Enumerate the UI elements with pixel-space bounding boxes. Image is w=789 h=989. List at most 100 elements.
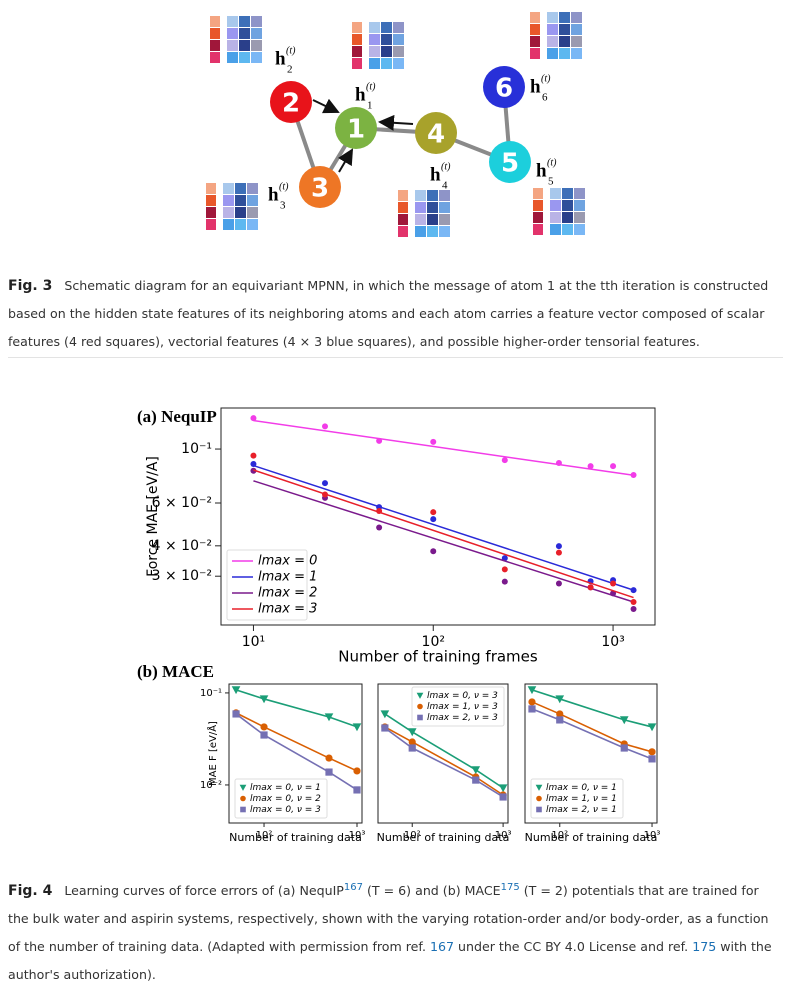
scalar-feature <box>530 12 540 23</box>
vector-feature <box>562 224 573 235</box>
vector-feature <box>550 200 561 211</box>
vector-feature <box>559 48 570 59</box>
data-point <box>555 543 562 550</box>
data-point <box>536 806 542 813</box>
feature-index: 1 <box>367 100 373 112</box>
arrow <box>378 114 414 131</box>
data-point <box>528 698 536 706</box>
data-point <box>407 728 417 737</box>
data-point <box>648 755 656 763</box>
separator <box>8 357 783 358</box>
y-axis-label: MAE F [eV/Å] <box>206 721 219 786</box>
series-line <box>531 689 653 728</box>
vector-feature <box>571 48 582 59</box>
atom-label: 4 <box>427 120 445 150</box>
scalar-feature <box>530 24 540 35</box>
fit-line <box>253 480 634 603</box>
scalar-feature <box>210 16 220 27</box>
vector-feature <box>574 212 585 223</box>
chart-title: (a) NequIP <box>137 407 217 426</box>
vector-feature <box>247 183 258 194</box>
x-tick-label: 10³ <box>495 830 512 841</box>
reference-link[interactable]: 175 <box>500 882 520 893</box>
data-point <box>535 784 543 791</box>
data-point <box>325 768 333 776</box>
x-tick-label: 10² <box>404 830 421 841</box>
figure-4-caption: Fig. 4 Learning curves of force errors of… <box>8 873 783 989</box>
data-point <box>647 723 657 732</box>
series-line <box>384 713 504 789</box>
vector-feature <box>393 46 404 57</box>
data-point <box>250 415 257 422</box>
scalar-feature <box>530 36 540 47</box>
atom-node <box>335 107 377 149</box>
vector-feature <box>235 207 246 218</box>
scalar-feature <box>533 224 543 235</box>
vector-feature <box>427 226 438 237</box>
series-line <box>235 712 358 772</box>
feature-index: 5 <box>548 176 554 188</box>
fit-line <box>253 464 634 591</box>
atom-node <box>415 112 457 154</box>
scalar-feature <box>352 22 362 33</box>
feature-iteration: (t) <box>547 157 557 168</box>
reference-link[interactable]: 175 <box>692 939 717 955</box>
atom-label: 5 <box>501 149 519 179</box>
vector-feature <box>223 207 234 218</box>
data-point <box>536 795 542 802</box>
vector-feature <box>559 12 570 23</box>
scalar-feature <box>352 58 362 69</box>
data-point <box>408 738 416 746</box>
vector-feature <box>439 214 450 225</box>
vector-feature <box>251 28 262 39</box>
x-tick-label: 10³ <box>644 830 661 841</box>
legend-box <box>530 778 624 819</box>
vector-feature <box>547 48 558 59</box>
vector-feature <box>571 36 582 47</box>
feature-index: 4 <box>442 180 448 192</box>
feature-symbol: h <box>430 164 441 185</box>
vector-feature <box>439 202 450 213</box>
caption-label: Fig. 3 <box>8 278 53 294</box>
feature-symbol: h <box>355 84 366 105</box>
data-point <box>587 463 594 470</box>
vector-feature <box>439 190 450 201</box>
feature-index: 2 <box>287 64 293 76</box>
series-line <box>384 727 504 798</box>
reference-link[interactable]: 167 <box>429 939 454 955</box>
data-point <box>555 549 562 556</box>
reference-link[interactable]: 167 <box>343 882 363 893</box>
legend-label: lmax = 2 <box>258 586 317 601</box>
scalar-feature <box>352 46 362 57</box>
x-tick-label: 10³ <box>601 634 624 650</box>
vector-feature <box>235 183 246 194</box>
data-point <box>430 438 437 445</box>
feature-symbol: h <box>275 48 286 69</box>
data-point <box>259 695 269 704</box>
vector-feature <box>427 202 438 213</box>
y-tick-label: 10⁻¹ <box>181 441 212 457</box>
atom-node <box>483 66 525 108</box>
vector-feature <box>381 34 392 45</box>
vector-feature <box>223 219 234 230</box>
scalar-feature <box>398 202 408 213</box>
plot-frame <box>377 683 509 824</box>
data-point <box>416 692 424 699</box>
data-point <box>556 716 564 724</box>
vector-feature <box>571 24 582 35</box>
x-axis-label: Number of training frames <box>338 648 538 666</box>
series-line <box>384 726 504 796</box>
atom-label: 6 <box>495 74 513 104</box>
atom-label: 3 <box>311 174 329 204</box>
data-point <box>381 724 389 732</box>
vector-feature <box>369 34 380 45</box>
x-tick-label: 10³ <box>349 830 366 841</box>
vector-feature <box>235 219 246 230</box>
x-axis-label: Number of training data <box>525 831 658 844</box>
legend-box <box>411 686 505 727</box>
scalar-feature <box>533 200 543 211</box>
data-point <box>250 452 257 459</box>
vector-feature <box>562 200 573 211</box>
feature-iteration: (t) <box>279 181 289 192</box>
scalar-feature <box>206 207 216 218</box>
